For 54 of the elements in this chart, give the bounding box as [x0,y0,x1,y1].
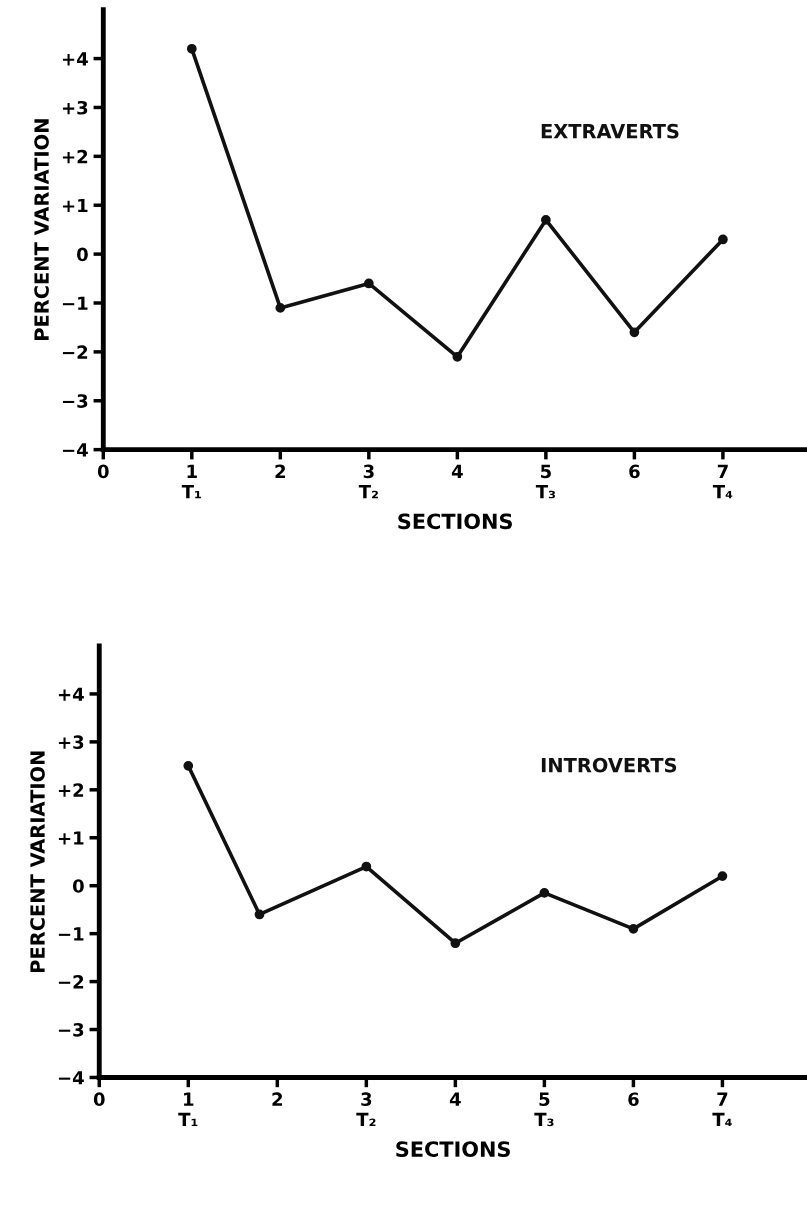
x-axis-title: SECTIONS [396,1141,510,1157]
point [717,871,728,881]
point [361,861,372,872]
y-tick-label: +3 [62,100,88,115]
text: EXTRAVERTS [541,123,679,139]
point [363,278,374,289]
text: INTROVERTS [541,757,677,773]
y-tick-label: +2 [58,783,84,797]
point [628,923,639,934]
y-tick-label: −1 [58,927,84,941]
y-tick-label: +1 [58,831,84,845]
y-tick-label: −4 [62,443,88,457]
x-tick-label: 6 [629,464,640,479]
point [186,43,197,54]
x-tick-label: 0 [93,1092,105,1107]
y-tick-label: +1 [62,198,88,213]
y-tick-label: −2 [58,975,84,989]
y-tick-label: +4 [62,52,88,66]
x-tick-label: 0 [97,464,109,479]
point [629,327,640,338]
x-tick-label: 2 [275,464,286,478]
point [718,234,728,245]
point [450,938,461,949]
y-axis-title: PERCENT VARIATION [34,119,49,340]
point [452,351,463,362]
point [539,888,550,898]
y-tick-label: −3 [62,394,88,408]
x-tick-label: 2 [272,1092,283,1106]
x-tick-label: 7 T₄ [712,464,733,499]
y-tick-label: +3 [58,735,84,749]
x-tick-label: 3 T₂ [358,464,378,499]
x-tick-label: 4 [449,1092,461,1106]
y-tick-label: −4 [58,1071,84,1085]
x-axis-title: SECTIONS [398,513,512,530]
point [254,909,265,920]
point [541,215,551,225]
y-axis-title: PERCENT VARIATION [30,751,45,973]
x-tick-label: 5 T₃ [534,1092,554,1127]
y-tick-label: 0 [72,879,84,893]
y-tick-label: −3 [58,1022,84,1037]
x-tick-label: 1 T₁ [178,1092,198,1127]
x-tick-label: 6 [628,1092,639,1107]
y-tick-label: 0 [77,247,88,262]
y-tick-label: −2 [62,345,88,359]
y-tick-label: +4 [58,687,84,701]
point [183,760,194,771]
x-tick-label: 5 T₃ [535,464,556,499]
x-tick-label: 7 T₄ [712,1092,732,1127]
y-tick-label: +2 [62,149,88,164]
x-tick-label: 1 T₁ [181,464,201,499]
point [275,303,286,313]
y-tick-label: −1 [62,296,88,310]
x-tick-label: 4 [451,464,463,478]
x-tick-label: 3 T₂ [356,1092,376,1127]
